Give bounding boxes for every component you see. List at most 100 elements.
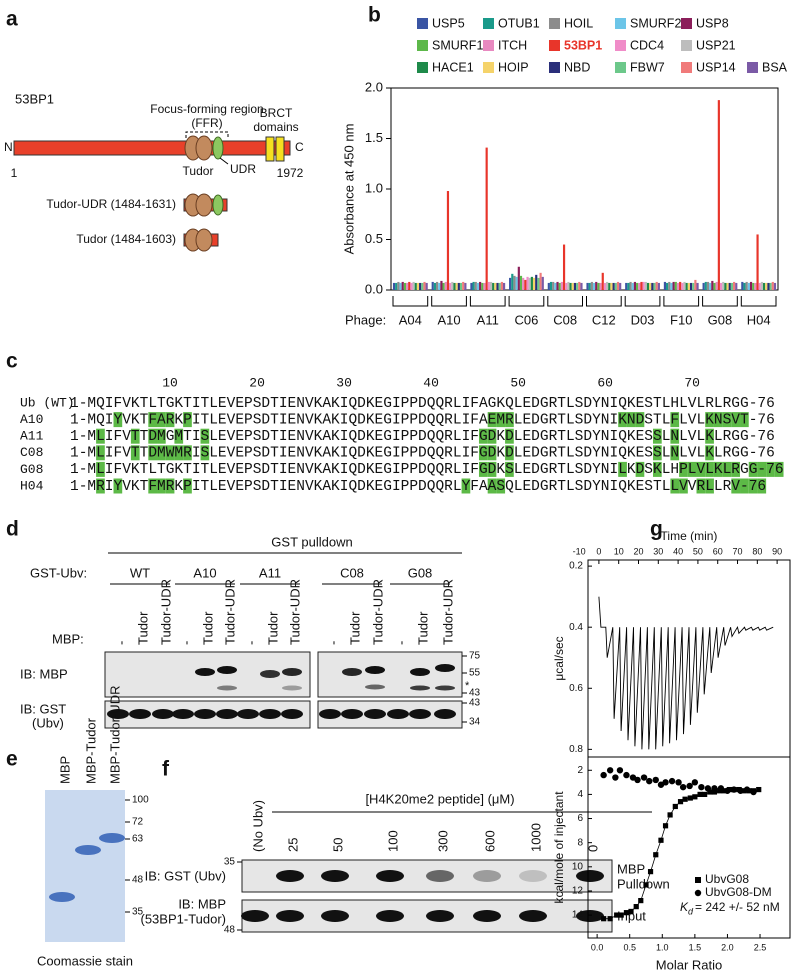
ruler-number: 50 (510, 375, 526, 390)
legend-label: USP8 (696, 16, 729, 30)
brct-domain (275, 136, 285, 162)
bar (719, 282, 723, 290)
bar (595, 281, 598, 290)
mutation-highlight (487, 412, 497, 428)
bar (578, 281, 581, 290)
bar (696, 282, 699, 290)
bar (590, 281, 593, 290)
bar (649, 282, 652, 290)
legend-swatch (615, 18, 626, 29)
mutation-highlight (130, 445, 140, 461)
data-point (600, 771, 607, 779)
bar (640, 281, 643, 290)
bar (558, 282, 561, 290)
bar (403, 282, 406, 290)
udr-pointer (219, 157, 229, 165)
mutation-highlight (505, 445, 514, 461)
bar (709, 282, 712, 290)
bar (560, 281, 563, 290)
x-tick-label: 80 (752, 546, 762, 556)
bar (481, 282, 484, 290)
size-marker: 35 (132, 907, 144, 918)
mutation-highlight (496, 478, 506, 494)
lane-label: (No Ubv) (250, 800, 265, 852)
bar (470, 282, 473, 290)
blot-band (410, 668, 430, 676)
bar (537, 277, 540, 290)
group-bracket (508, 296, 545, 307)
bar (399, 282, 402, 290)
plot-frame (587, 756, 791, 939)
bar (459, 282, 463, 290)
ruler-number: 40 (423, 375, 439, 390)
mutation-highlight (113, 412, 123, 428)
bar (631, 282, 634, 290)
bar (758, 282, 761, 290)
size-marker: 100 (132, 795, 149, 806)
x-tick-label: 50 (693, 546, 703, 556)
brct-label: BRCT (260, 106, 293, 120)
mutation-highlight (200, 445, 210, 461)
mutation-highlight (148, 428, 158, 444)
bar (711, 280, 714, 290)
bar (502, 282, 506, 290)
mutation-highlight (478, 428, 488, 444)
mutation-highlight (731, 478, 741, 494)
pulldown-title: GST pulldown (271, 534, 352, 549)
row-label: G08 (20, 462, 43, 477)
y-tick-label: 2.0 (365, 79, 383, 94)
bar (674, 281, 677, 290)
blot-band (576, 910, 604, 922)
bar (462, 281, 465, 290)
sequence: 1-MLIFVTTDMWMRISLEVEPSDTIENVKAKIQDKEGIPP… (70, 446, 775, 462)
data-point (721, 788, 727, 794)
blot-band (282, 668, 302, 676)
construct-label: Tudor (1484-1603) (76, 232, 176, 246)
y-tick-label: 1.0 (365, 180, 383, 195)
bar (767, 282, 770, 290)
blot-band (276, 870, 304, 882)
x-tick-label: C06 (515, 312, 539, 327)
x-tick-label: 10 (614, 546, 624, 556)
mutation-highlight (487, 428, 497, 444)
ffr-label: (FFR) (191, 116, 222, 130)
panel-label: b (368, 4, 381, 27)
data-point (658, 837, 664, 843)
bar (676, 282, 680, 290)
bar (653, 282, 656, 290)
mutation-highlight (183, 445, 192, 461)
blot-band (376, 870, 404, 882)
ruler-number: 60 (597, 375, 613, 390)
end-residue: 1972 (277, 166, 304, 180)
mutation-highlight (157, 445, 166, 461)
bar (455, 282, 458, 290)
y-tick-label: 0.8 (569, 744, 583, 755)
lane-label: Tudor (135, 611, 150, 645)
blot-band (435, 664, 455, 672)
bar (687, 282, 690, 290)
mutation-highlight (722, 461, 732, 477)
blot-band (341, 709, 363, 719)
size-marker: 63 (132, 834, 144, 845)
data-point (662, 823, 669, 829)
x-tick-label: F10 (670, 312, 692, 327)
y-tick-label: 0.0 (365, 281, 383, 296)
x-tick-label: C08 (553, 312, 577, 327)
mutation-highlight (148, 478, 158, 494)
kd-symbol: K (680, 900, 689, 914)
row-label: A11 (20, 429, 44, 444)
blot-band (473, 870, 501, 882)
mutation-highlight (635, 412, 645, 428)
mutation-highlight (670, 445, 680, 461)
x-tick-label: 40 (673, 546, 683, 556)
bar (644, 281, 647, 290)
mutation-highlight (478, 445, 488, 461)
bar (425, 282, 428, 290)
bar (410, 282, 413, 290)
bar (726, 282, 729, 290)
bar (565, 282, 568, 290)
bar (438, 282, 441, 290)
x-axis-label: Molar Ratio (656, 957, 722, 972)
blot-band (321, 870, 349, 882)
data-point (628, 908, 634, 915)
